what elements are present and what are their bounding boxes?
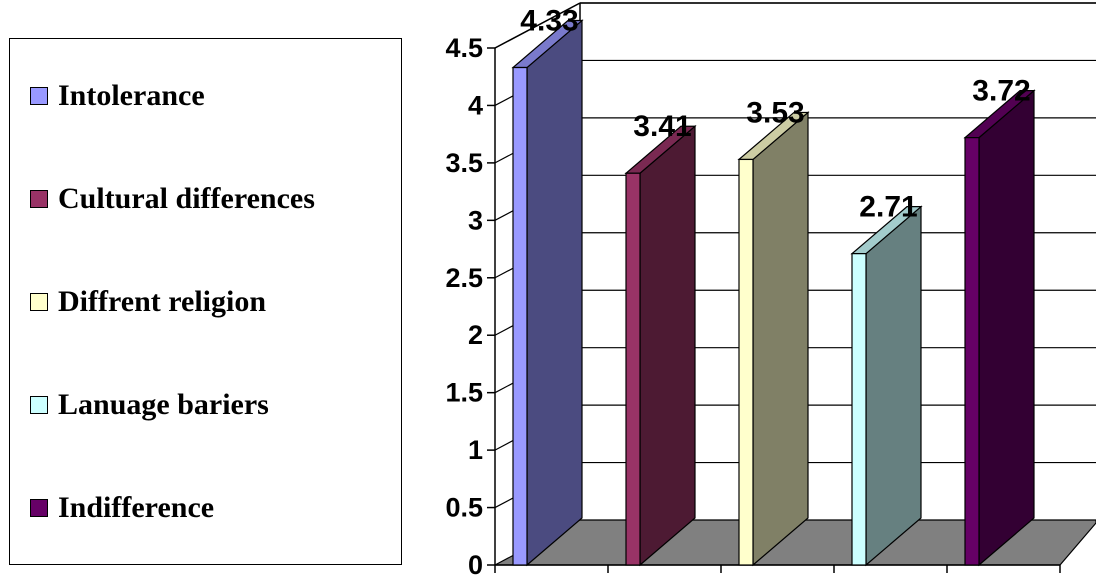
legend-item-indifference: Indifference <box>30 488 214 528</box>
bars <box>511 19 1036 567</box>
bar-side <box>526 19 583 567</box>
data-label: 2.71 <box>859 191 917 224</box>
legend-item-lanuage-bariers: Lanuage bariers <box>30 385 269 425</box>
legend-label: Diffrent religion <box>58 285 267 318</box>
bar-front <box>964 137 980 566</box>
data-label: 3.41 <box>633 110 691 143</box>
legend-swatch <box>30 293 48 311</box>
bar-side <box>865 205 922 567</box>
legend-item-cultural-differences: Cultural differences <box>30 179 315 219</box>
y-tick-label: 1 <box>468 435 483 465</box>
legend-swatch <box>30 87 48 105</box>
bar <box>963 89 1036 567</box>
legend-swatch <box>30 190 48 208</box>
legend-swatch <box>30 396 48 414</box>
data-label: 3.72 <box>972 75 1030 108</box>
bar-front <box>625 172 641 566</box>
bar <box>850 205 923 567</box>
legend-swatch <box>30 499 48 517</box>
y-tick-label: 1.5 <box>445 378 483 408</box>
bar-front <box>512 66 528 566</box>
bar-side <box>639 124 696 567</box>
data-labels: 4.33 3.41 3.53 2.71 3.72 <box>520 5 1030 224</box>
y-tick-label: 2 <box>468 320 483 350</box>
bar-side <box>978 89 1035 567</box>
y-tick-label: 4.5 <box>445 33 483 63</box>
gridline-side <box>494 2 581 49</box>
y-tick-label: 3 <box>468 205 483 235</box>
y-tick-labels: 0 0.5 1 1.5 2 2.5 3 3.5 4 4.5 <box>445 33 483 575</box>
legend-item-intolerance: Intolerance <box>30 76 205 116</box>
y-tick-label: 2.5 <box>445 263 483 293</box>
legend-label: Lanuage bariers <box>58 388 269 421</box>
legend-label: Intolerance <box>58 79 205 112</box>
y-tick-label: 0 <box>468 550 483 575</box>
legend-label: Cultural differences <box>58 182 315 215</box>
bar <box>511 19 584 567</box>
bar-front <box>738 158 754 566</box>
bar-side <box>752 111 809 567</box>
data-label: 3.53 <box>746 96 804 129</box>
data-label: 4.33 <box>520 5 578 38</box>
bar <box>624 124 697 567</box>
bar <box>737 111 810 567</box>
y-tick-label: 3.5 <box>445 148 483 178</box>
legend-label: Indifference <box>58 491 215 524</box>
y-tick-label: 4 <box>468 90 483 120</box>
bar-front <box>851 253 867 566</box>
legend-item-diffrent-religion: Diffrent religion <box>30 282 266 322</box>
y-tick-label: 0.5 <box>445 493 483 523</box>
legend: Intolerance Cultural differences Diffren… <box>9 38 402 565</box>
